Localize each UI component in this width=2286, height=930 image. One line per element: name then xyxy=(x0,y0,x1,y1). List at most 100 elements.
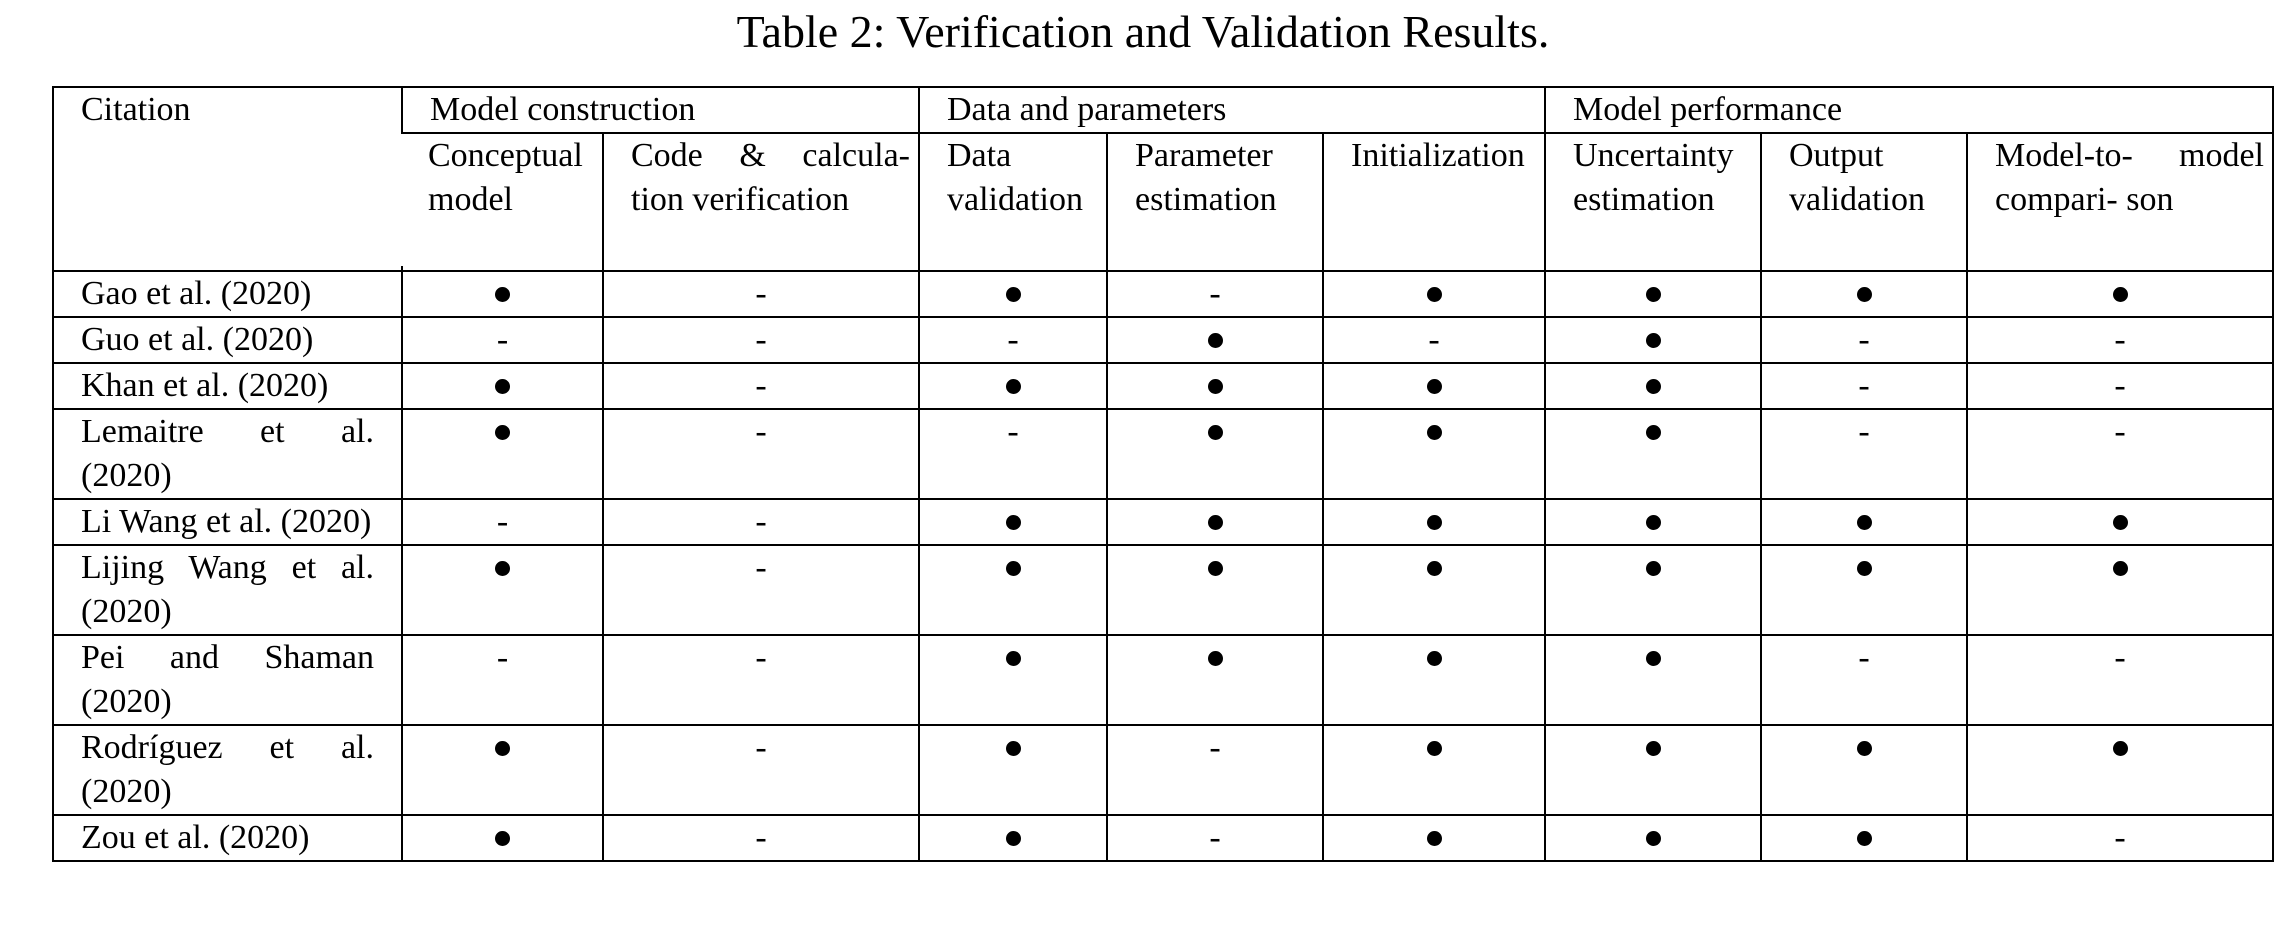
column-header-row: Conceptual model Code & calcula- tion ve… xyxy=(54,134,2272,266)
filled-circle-icon xyxy=(1426,560,1442,576)
table-row: Guo et al. (2020) - - - - - - xyxy=(54,318,2272,364)
table-row: Lijing Wang et al. (2020) - xyxy=(54,546,2272,636)
dash-mark: - xyxy=(2114,367,2126,404)
filled-circle-icon xyxy=(1005,560,1021,576)
mark-cell-yes xyxy=(401,546,602,636)
filled-circle-icon xyxy=(2112,286,2128,302)
table-row: Rodríguez et al. (2020) - - xyxy=(54,726,2272,816)
col-model-to-model-comparison: Model-to- model compari- son xyxy=(1966,134,2272,266)
mark-cell-no: - xyxy=(1106,816,1322,860)
dash-mark: - xyxy=(755,729,767,766)
filled-circle-icon xyxy=(1426,424,1442,440)
mark-cell-no: - xyxy=(602,272,918,318)
mark-cell-yes xyxy=(1544,500,1760,546)
filled-circle-icon xyxy=(1645,650,1661,666)
mark-cell-no: - xyxy=(401,318,602,364)
filled-circle-icon xyxy=(495,830,510,846)
group-model-construction: Model construction xyxy=(401,88,918,134)
mark-cell-yes xyxy=(918,546,1106,636)
filled-circle-icon xyxy=(495,286,510,302)
verification-validation-table: Citation Model construction Data and par… xyxy=(52,86,2274,862)
dash-mark: - xyxy=(1858,413,1870,450)
filled-circle-icon xyxy=(1856,514,1872,530)
filled-circle-icon xyxy=(1645,332,1661,348)
col-initialization: Initialization xyxy=(1322,134,1544,266)
filled-circle-icon xyxy=(1005,650,1021,666)
filled-circle-icon xyxy=(1207,650,1223,666)
filled-circle-icon xyxy=(1645,830,1661,846)
mark-cell-no: - xyxy=(1966,410,2272,500)
mark-cell-yes xyxy=(1760,726,1966,816)
dash-mark: - xyxy=(1007,321,1019,358)
filled-circle-icon xyxy=(495,560,510,576)
filled-circle-icon xyxy=(1005,378,1021,394)
mark-cell-no: - xyxy=(918,410,1106,500)
mark-cell-yes xyxy=(1966,726,2272,816)
citation-cell: Guo et al. (2020) xyxy=(54,318,401,364)
mark-cell-yes xyxy=(401,364,602,410)
filled-circle-icon xyxy=(1207,514,1223,530)
filled-circle-icon xyxy=(1645,560,1661,576)
dash-mark: - xyxy=(1428,321,1440,358)
table-caption: Table 2: Verification and Validation Res… xyxy=(736,6,1550,57)
filled-circle-icon xyxy=(1426,514,1442,530)
filled-circle-icon xyxy=(1645,286,1661,302)
mark-cell-no: - xyxy=(602,816,918,860)
col-code-calculation-verification: Code & calcula- tion verification xyxy=(602,134,918,266)
table-row: Gao et al. (2020) - - xyxy=(54,272,2272,318)
mark-cell-yes xyxy=(1760,500,1966,546)
mark-cell-yes xyxy=(1544,546,1760,636)
mark-cell-yes xyxy=(1106,318,1322,364)
group-data-and-parameters: Data and parameters xyxy=(918,88,1544,134)
mark-cell-no: - xyxy=(602,410,918,500)
mark-cell-yes xyxy=(1322,726,1544,816)
mark-cell-no: - xyxy=(602,364,918,410)
filled-circle-icon xyxy=(1856,286,1872,302)
dash-mark: - xyxy=(1007,413,1019,450)
mark-cell-yes xyxy=(1322,410,1544,500)
filled-circle-icon xyxy=(2112,740,2128,756)
mark-cell-yes xyxy=(918,816,1106,860)
filled-circle-icon xyxy=(1645,514,1661,530)
dash-mark: - xyxy=(496,639,509,676)
mark-cell-yes xyxy=(1322,546,1544,636)
dash-mark: - xyxy=(1858,367,1870,404)
mark-cell-yes xyxy=(1760,816,1966,860)
mark-cell-no: - xyxy=(1760,636,1966,726)
table-row: Zou et al. (2020) - - - xyxy=(54,816,2272,860)
filled-circle-icon xyxy=(1005,286,1021,302)
mark-cell-yes xyxy=(1106,546,1322,636)
filled-circle-icon xyxy=(1856,830,1872,846)
filled-circle-icon xyxy=(1645,424,1661,440)
mark-cell-yes xyxy=(1760,546,1966,636)
mark-cell-no: - xyxy=(918,318,1106,364)
filled-circle-icon xyxy=(495,378,510,394)
mark-cell-yes xyxy=(1760,272,1966,318)
mark-cell-no: - xyxy=(1760,318,1966,364)
filled-circle-icon xyxy=(1645,378,1661,394)
mark-cell-yes xyxy=(1106,364,1322,410)
filled-circle-icon xyxy=(1426,740,1442,756)
dash-mark: - xyxy=(2114,321,2126,358)
mark-cell-yes xyxy=(1322,816,1544,860)
mark-cell-yes xyxy=(1322,500,1544,546)
mark-cell-no: - xyxy=(1966,636,2272,726)
filled-circle-icon xyxy=(1005,740,1021,756)
mark-cell-no: - xyxy=(401,636,602,726)
dash-mark: - xyxy=(1858,321,1870,358)
mark-cell-no: - xyxy=(1760,364,1966,410)
mark-cell-no: - xyxy=(1760,410,1966,500)
citation-cell: Khan et al. (2020) xyxy=(54,364,401,410)
mark-cell-no: - xyxy=(1106,272,1322,318)
mark-cell-no: - xyxy=(602,500,918,546)
dash-mark: - xyxy=(755,503,767,540)
col-parameter-estimation: Parameter estimation xyxy=(1106,134,1322,266)
citation-cell: Zou et al. (2020) xyxy=(81,819,310,856)
col-conceptual-model: Conceptual model xyxy=(428,137,583,218)
mark-cell-yes xyxy=(918,500,1106,546)
mark-cell-yes xyxy=(1544,364,1760,410)
mark-cell-yes xyxy=(1106,500,1322,546)
mark-cell-yes xyxy=(1106,636,1322,726)
mark-cell-yes xyxy=(401,272,602,318)
dash-mark: - xyxy=(2114,639,2126,676)
